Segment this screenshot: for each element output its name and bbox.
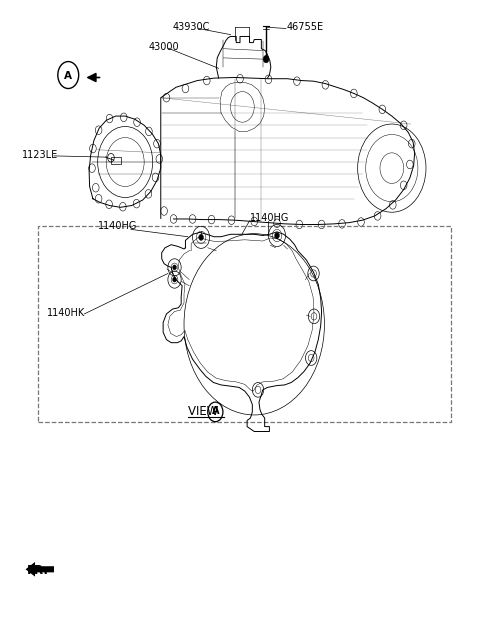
Text: 1140HG: 1140HG bbox=[250, 213, 289, 223]
Circle shape bbox=[173, 277, 177, 282]
Text: 43930C: 43930C bbox=[173, 22, 210, 32]
Text: VIEW: VIEW bbox=[188, 405, 222, 418]
Text: 46755E: 46755E bbox=[287, 22, 324, 32]
Circle shape bbox=[263, 56, 269, 63]
Text: A: A bbox=[64, 70, 72, 81]
Circle shape bbox=[173, 265, 177, 270]
Text: 1140HK: 1140HK bbox=[47, 308, 85, 318]
Text: 43000: 43000 bbox=[149, 42, 180, 52]
FancyArrow shape bbox=[25, 562, 54, 577]
Circle shape bbox=[199, 234, 204, 240]
Text: FR.: FR. bbox=[26, 564, 48, 577]
Text: A: A bbox=[212, 406, 219, 417]
Circle shape bbox=[275, 232, 279, 239]
Text: 1123LE: 1123LE bbox=[22, 150, 58, 159]
FancyBboxPatch shape bbox=[111, 156, 121, 164]
Bar bbox=[38, 226, 451, 422]
Text: 1140HG: 1140HG bbox=[97, 221, 137, 231]
